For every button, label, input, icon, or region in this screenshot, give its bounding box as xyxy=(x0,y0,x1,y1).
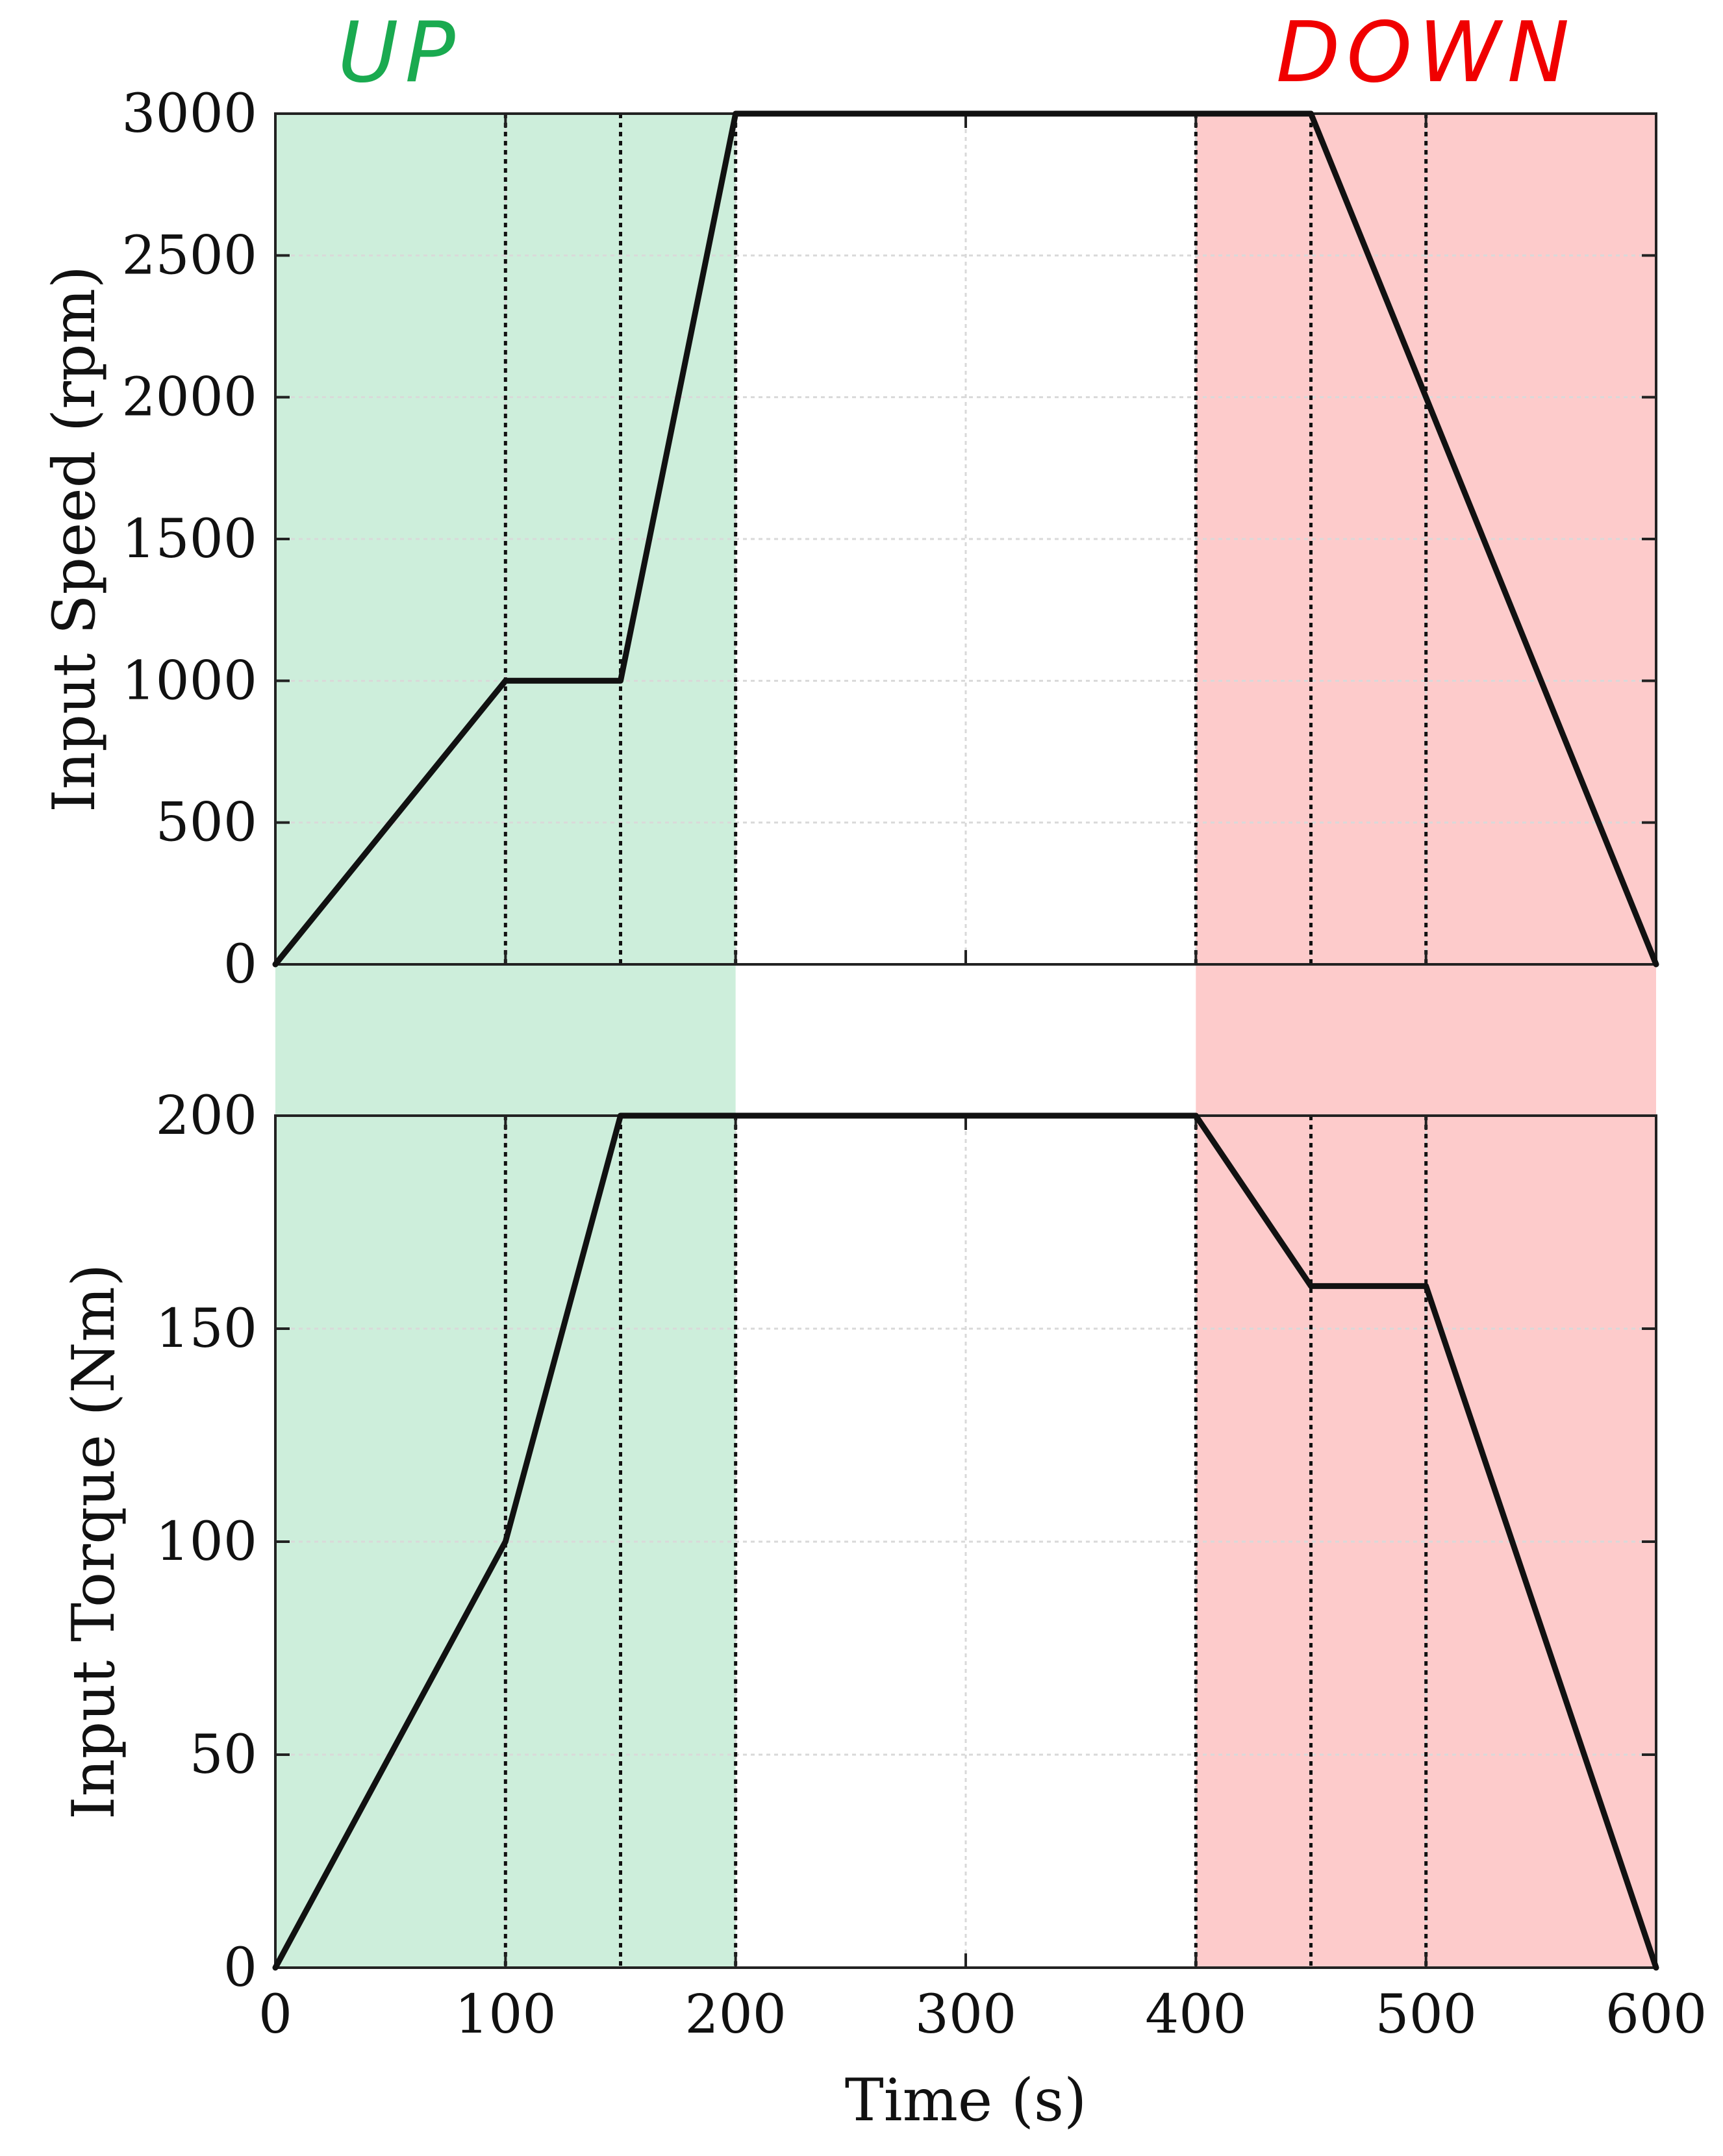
phase-bands xyxy=(275,114,1656,1968)
x-tick-label: 300 xyxy=(915,1984,1017,2046)
data-point xyxy=(620,680,622,682)
x-tick-label: 100 xyxy=(455,1984,557,2046)
data-point xyxy=(1655,964,1657,965)
data-point xyxy=(275,1967,276,1968)
y-tick-label: 2000 xyxy=(121,367,257,429)
phase-band-down xyxy=(1196,114,1656,1968)
y-tick-label: 3000 xyxy=(121,83,257,145)
data-point xyxy=(1310,1285,1312,1287)
data-point xyxy=(1310,113,1312,114)
y-tick-label: 150 xyxy=(155,1298,257,1360)
x-tick-label: 400 xyxy=(1145,1984,1247,2046)
y-tick-label: 50 xyxy=(190,1724,257,1786)
speed-panel: 0 500 1000 1500 2000 2500 3000 Input Speed (rpm… xyxy=(40,83,1659,996)
phase-band-up xyxy=(275,114,736,1968)
data-point xyxy=(1425,1285,1427,1287)
y-tick-label: 200 xyxy=(155,1085,257,1147)
y-tick-label: 100 xyxy=(155,1511,257,1573)
data-point xyxy=(1655,1967,1657,1968)
phase-labels: UP DOWN xyxy=(338,5,1576,101)
x-tick-label: 0 xyxy=(258,1984,292,2046)
y-tick-label: 500 xyxy=(155,792,257,854)
data-point xyxy=(620,1115,622,1116)
data-point xyxy=(505,680,507,682)
y-tick-label: 0 xyxy=(223,1937,257,1999)
x-tick-label: 500 xyxy=(1375,1984,1477,2046)
phase-label-down: DOWN xyxy=(1276,5,1576,101)
series-line xyxy=(272,110,1659,968)
y-axis-title: Input Speed (rpm) xyxy=(40,266,108,812)
y-tick-label: 1500 xyxy=(121,508,257,570)
x-axis-title: Time (s) xyxy=(845,2066,1087,2135)
y-tick-label: 2500 xyxy=(121,225,257,286)
data-point xyxy=(505,1541,507,1542)
y-tick-label: 1000 xyxy=(121,650,257,712)
x-tick-label: 600 xyxy=(1605,1984,1707,2046)
y-axis-title: Input Torque (Nm) xyxy=(60,1264,128,1820)
x-tick-label: 200 xyxy=(685,1984,786,2046)
torque-panel: 0 50 100 150 200 0 100 200 300 400 500 600 Input Tor… xyxy=(60,1085,1707,2135)
data-point xyxy=(735,113,736,114)
data-point xyxy=(1195,1115,1197,1116)
y-tick-label: 0 xyxy=(223,934,257,996)
data-point xyxy=(275,964,276,965)
phase-label-up: UP xyxy=(338,5,462,101)
